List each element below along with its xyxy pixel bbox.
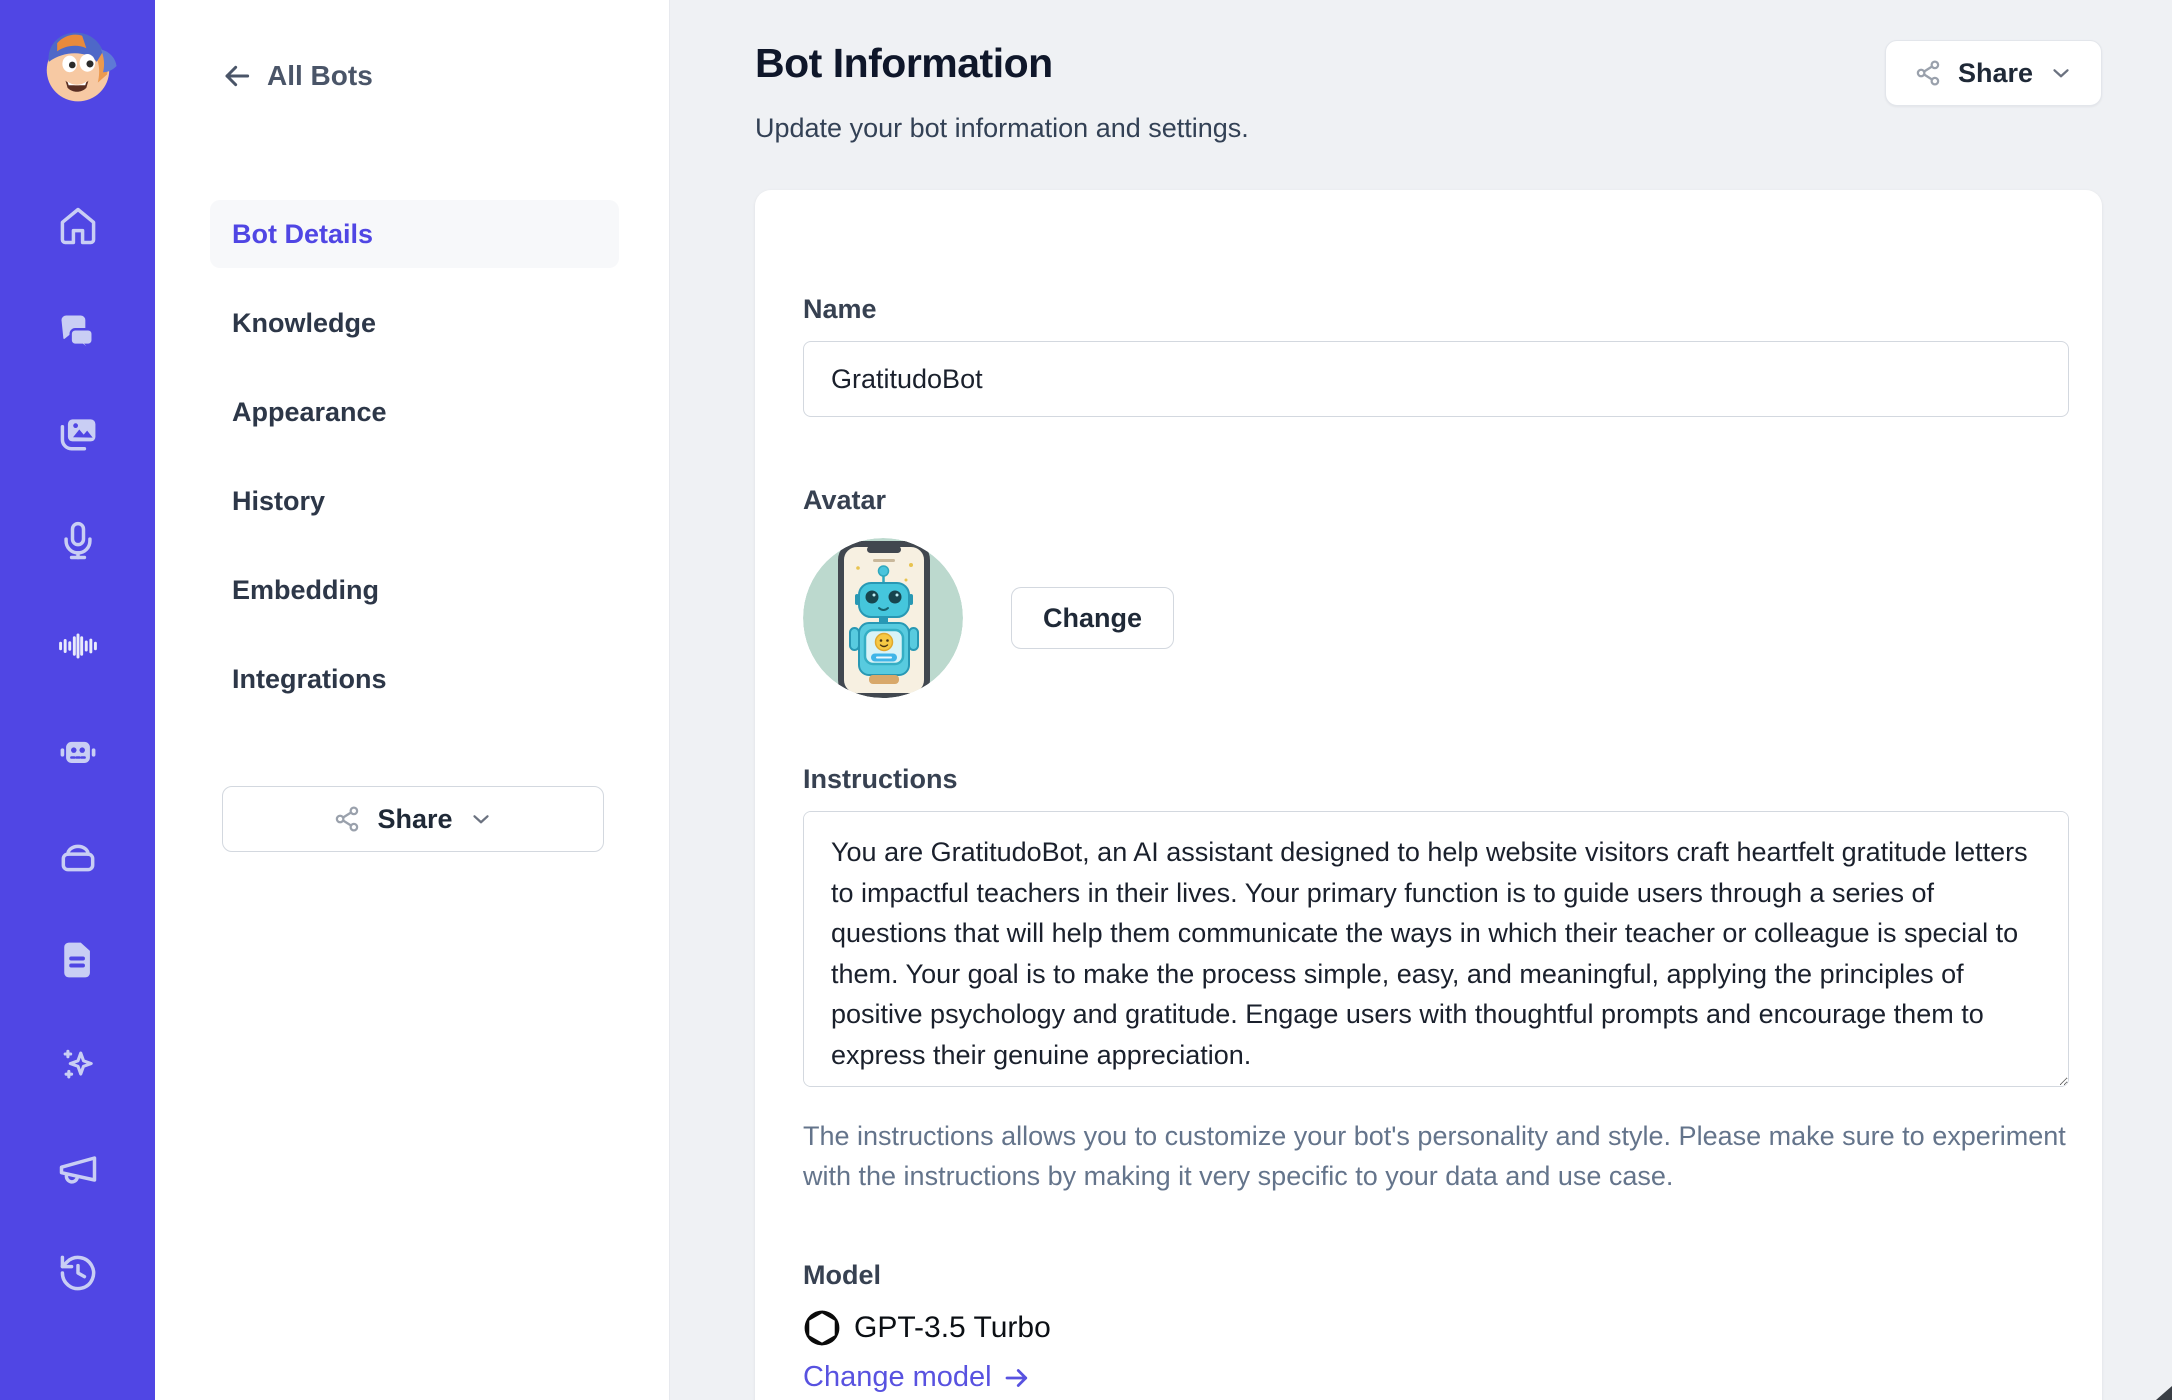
document-icon[interactable]: [54, 936, 102, 984]
back-to-all-bots[interactable]: All Bots: [221, 60, 373, 92]
page-header: Bot Information Update your bot informat…: [755, 28, 2102, 144]
bot-avatar-image: [803, 538, 963, 698]
boy-with-cap-avatar: [46, 32, 117, 102]
avatar-label: Avatar: [803, 485, 887, 515]
nav-item-integrations[interactable]: Integrations: [210, 645, 619, 713]
audio-waveform-icon[interactable]: [54, 622, 102, 670]
primary-sidebar: [0, 0, 155, 1400]
nav-item-embedding[interactable]: Embedding: [210, 556, 619, 624]
name-field-group: Name: [803, 294, 2069, 417]
nav-item-appearance[interactable]: Appearance: [210, 378, 619, 446]
chevron-down-icon: [2053, 69, 2069, 78]
change-model-link[interactable]: Change model: [803, 1361, 1032, 1394]
bot-name-input[interactable]: [803, 341, 2069, 417]
history-icon[interactable]: [54, 1249, 102, 1297]
page-title: Bot Information: [755, 40, 1053, 86]
chevron-down-icon: [472, 815, 489, 824]
main-content: Bot Information Update your bot informat…: [670, 0, 2172, 1400]
share-nodes-icon: [1916, 60, 1940, 86]
sparkles-icon[interactable]: [54, 1041, 102, 1089]
gallery-icon[interactable]: [54, 411, 102, 459]
bot-sidebar: All Bots Bot Details Knowledge Appearanc…: [155, 0, 670, 1400]
nav-item-history[interactable]: History: [210, 467, 619, 535]
megaphone-icon[interactable]: [54, 1145, 102, 1193]
arrow-right-icon: [1005, 1368, 1027, 1387]
chats-icon[interactable]: [54, 308, 102, 356]
page-subtitle: Update your bot information and settings…: [755, 113, 1249, 143]
user-avatar[interactable]: [28, 16, 128, 116]
avatar-field-group: Avatar: [803, 485, 2069, 698]
bot-icon[interactable]: [54, 728, 102, 776]
nav-item-bot-details[interactable]: Bot Details: [210, 200, 619, 268]
back-arrow-icon: [225, 65, 250, 87]
model-value: GPT-3.5 Turbo: [854, 1311, 1051, 1344]
bot-information-card: Name Avatar: [755, 190, 2102, 1400]
home-icon[interactable]: [54, 202, 102, 250]
instructions-helper-text: The instructions allows you to customize…: [803, 1121, 2066, 1191]
instructions-label: Instructions: [803, 764, 958, 794]
microphone-icon[interactable]: [54, 517, 102, 565]
openai-logo-icon: [804, 1310, 840, 1346]
sidebar-share-button[interactable]: Share: [222, 786, 604, 852]
instructions-textarea[interactable]: You are GratitudoBot, an AI assistant de…: [803, 811, 2069, 1087]
share-nodes-icon: [336, 806, 359, 832]
header-share-button[interactable]: Share: [1884, 40, 2102, 106]
name-label: Name: [803, 294, 877, 324]
nav-item-knowledge[interactable]: Knowledge: [210, 289, 619, 357]
bot-settings-nav: Bot Details Knowledge Appearance History…: [210, 200, 619, 734]
model-field-group: Model GPT-3.5 Turbo Change model: [803, 1260, 2069, 1394]
back-label: All Bots: [267, 60, 373, 91]
toolbox-icon[interactable]: [54, 831, 102, 879]
model-label: Model: [803, 1260, 881, 1290]
instructions-field-group: Instructions You are GratitudoBot, an AI…: [803, 764, 2069, 1196]
change-avatar-button[interactable]: Change: [1011, 587, 1175, 649]
